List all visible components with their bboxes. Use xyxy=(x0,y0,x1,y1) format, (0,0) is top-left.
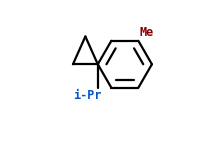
Text: i-Pr: i-Pr xyxy=(73,89,101,102)
Text: Me: Me xyxy=(140,26,154,39)
